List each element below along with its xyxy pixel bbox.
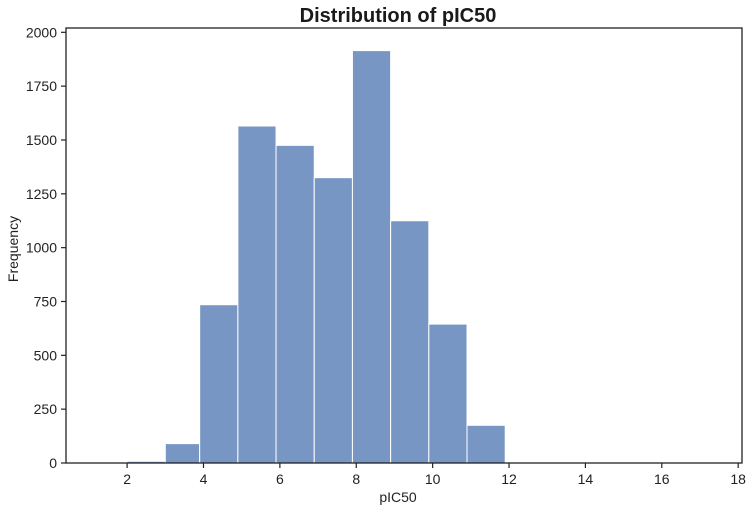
x-tick-label: 6 [276,471,284,487]
y-tick-label: 1750 [26,78,57,94]
y-tick-label: 1500 [26,132,57,148]
x-tick-label: 14 [578,471,594,487]
y-tick-label: 500 [34,347,58,363]
histogram-bar-4 [275,144,315,464]
y-tick-label: 1000 [26,240,57,256]
histogram-bar-2 [199,304,239,464]
x-tick-label: 16 [654,471,670,487]
y-tick-label: 0 [49,455,57,471]
x-tick-label: 18 [730,471,746,487]
x-axis-ticks: 2 4 6 8 10 12 14 16 18 [123,463,746,487]
x-tick-label: 4 [200,471,208,487]
y-axis-label: Frequency [5,216,21,282]
histogram-bar-3 [237,125,277,464]
y-tick-label: 250 [34,401,58,417]
x-tick-label: 10 [425,471,441,487]
histogram-bar-7 [390,220,430,464]
x-tick-label: 12 [501,471,517,487]
histogram-bar-5 [313,177,353,464]
y-tick-label: 2000 [26,24,57,40]
histogram-bar-9 [466,424,506,464]
histogram-bar-8 [428,323,468,464]
x-tick-label: 8 [352,471,360,487]
y-tick-label: 750 [34,293,58,309]
chart-title: Distribution of pIC50 [300,5,497,27]
x-axis-label: pIC50 [379,489,417,505]
histogram-bar-6 [351,50,392,464]
bars-group [126,50,506,464]
histogram-bar-1 [164,443,201,464]
x-tick-label: 2 [123,471,131,487]
y-tick-label: 1250 [26,186,57,202]
plot-frame [65,27,743,464]
y-axis-ticks: 0 250 500 750 1000 1250 1500 1750 2000 [26,24,66,471]
